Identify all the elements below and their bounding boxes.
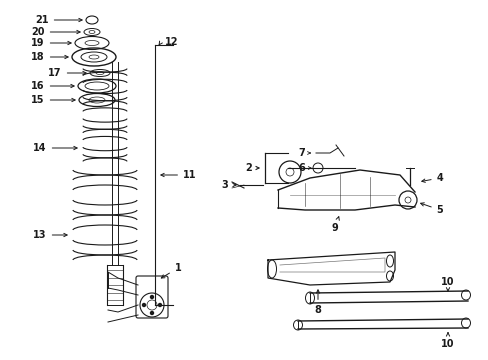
Text: 21: 21 [35,15,82,25]
Text: 8: 8 [314,290,321,315]
Text: 10: 10 [440,277,454,291]
Text: 4: 4 [421,173,443,183]
Circle shape [142,303,145,306]
Text: 14: 14 [33,143,77,153]
Text: 6: 6 [298,163,305,173]
Text: 19: 19 [31,38,71,48]
Text: 1: 1 [161,263,181,278]
Text: 16: 16 [31,81,74,91]
Text: 5: 5 [420,203,443,215]
Text: 20: 20 [31,27,80,37]
Text: 18: 18 [31,52,68,62]
Text: 13: 13 [33,230,67,240]
Circle shape [150,296,153,298]
Circle shape [158,303,161,306]
Text: 9: 9 [331,217,339,233]
Text: 7: 7 [298,148,305,158]
Text: 2: 2 [245,163,251,173]
Text: 15: 15 [31,95,75,105]
Text: 12: 12 [164,37,178,47]
Text: 10: 10 [440,333,454,349]
Circle shape [150,311,153,315]
Text: 11: 11 [161,170,196,180]
Text: 3: 3 [221,180,236,190]
Text: 17: 17 [48,68,86,78]
